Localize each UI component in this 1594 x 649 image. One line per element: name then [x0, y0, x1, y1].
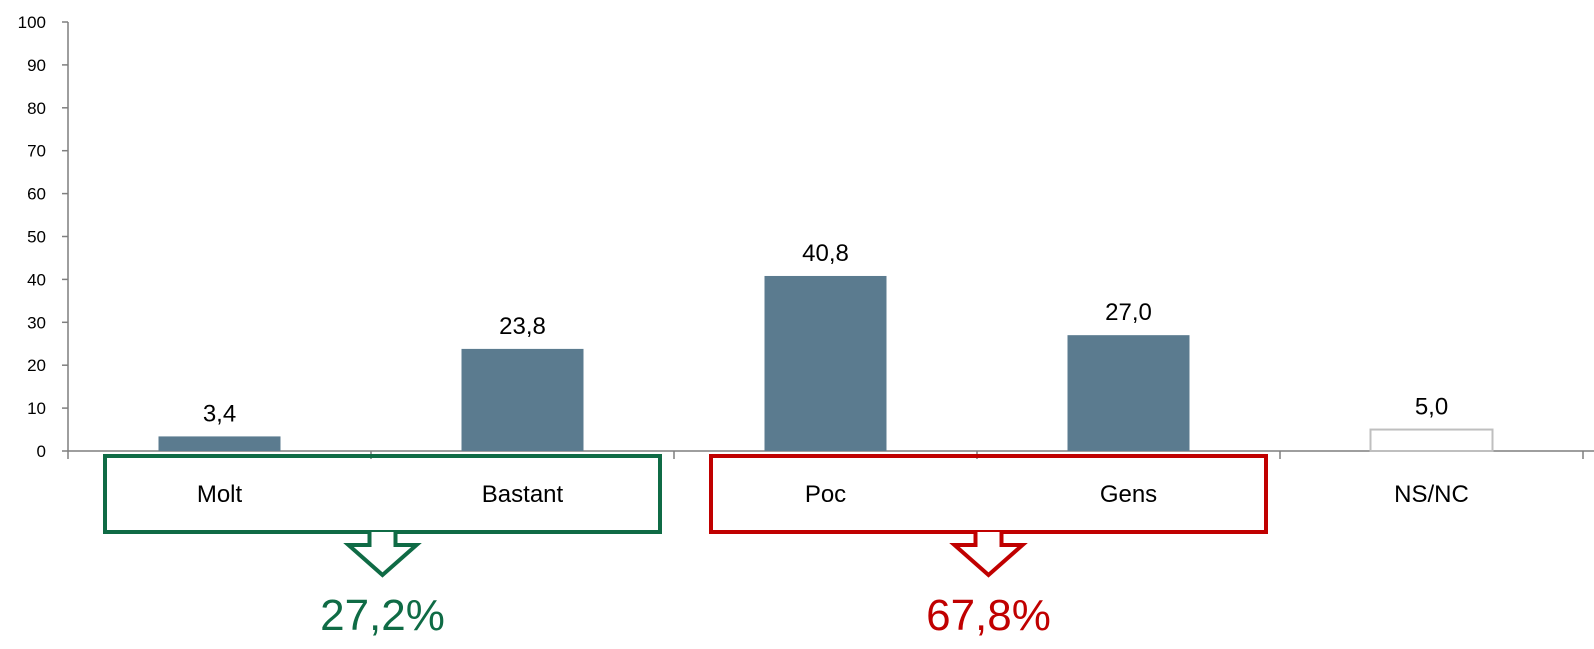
bar [158, 436, 281, 451]
y-tick-label: 10 [27, 399, 46, 418]
group-total-label: 67,8% [926, 591, 1051, 640]
group-box [103, 454, 662, 534]
data-label: 23,8 [499, 313, 546, 340]
category-label: Gens [1100, 481, 1157, 508]
group-annotation: 67,8% [709, 454, 1268, 640]
y-tick-label: 20 [27, 356, 46, 375]
category-label: Poc [805, 481, 846, 508]
bar [461, 348, 584, 451]
bar [764, 275, 887, 451]
data-labels: 3,4 23,8 40,8 27,0 5,0 [203, 240, 1448, 427]
group-total-label: 27,2% [320, 591, 445, 640]
group-annotation: 27,2% [103, 454, 662, 640]
y-tick-label: 60 [27, 185, 46, 204]
group-box [709, 454, 1268, 534]
data-label: 40,8 [802, 240, 849, 267]
y-axis: 0 10 20 30 40 50 60 70 80 90 100 [18, 13, 69, 461]
group-arrow [343, 532, 422, 578]
y-tick-label: 0 [37, 442, 46, 461]
group-annotations: 27,2% 67,8% [103, 454, 1268, 640]
y-tick-label: 90 [27, 56, 46, 75]
y-tick-label: 70 [27, 142, 46, 161]
bar [1067, 335, 1190, 451]
y-tick-label: 80 [27, 99, 46, 118]
data-label: 5,0 [1415, 394, 1448, 421]
category-label: Bastant [482, 481, 564, 508]
data-label: 27,0 [1105, 299, 1152, 326]
group-arrow [949, 532, 1028, 578]
bars [158, 275, 1494, 452]
category-label: NS/NC [1394, 481, 1469, 508]
category-label: Molt [197, 481, 243, 508]
y-tick-label: 50 [27, 228, 46, 247]
category-labels: Molt Bastant Poc Gens NS/NC [197, 481, 1469, 508]
y-tick-label: 100 [18, 13, 46, 32]
bar [1369, 428, 1494, 452]
y-tick-label: 40 [27, 270, 46, 289]
y-tick-label: 30 [27, 313, 46, 332]
data-label: 3,4 [203, 400, 236, 427]
